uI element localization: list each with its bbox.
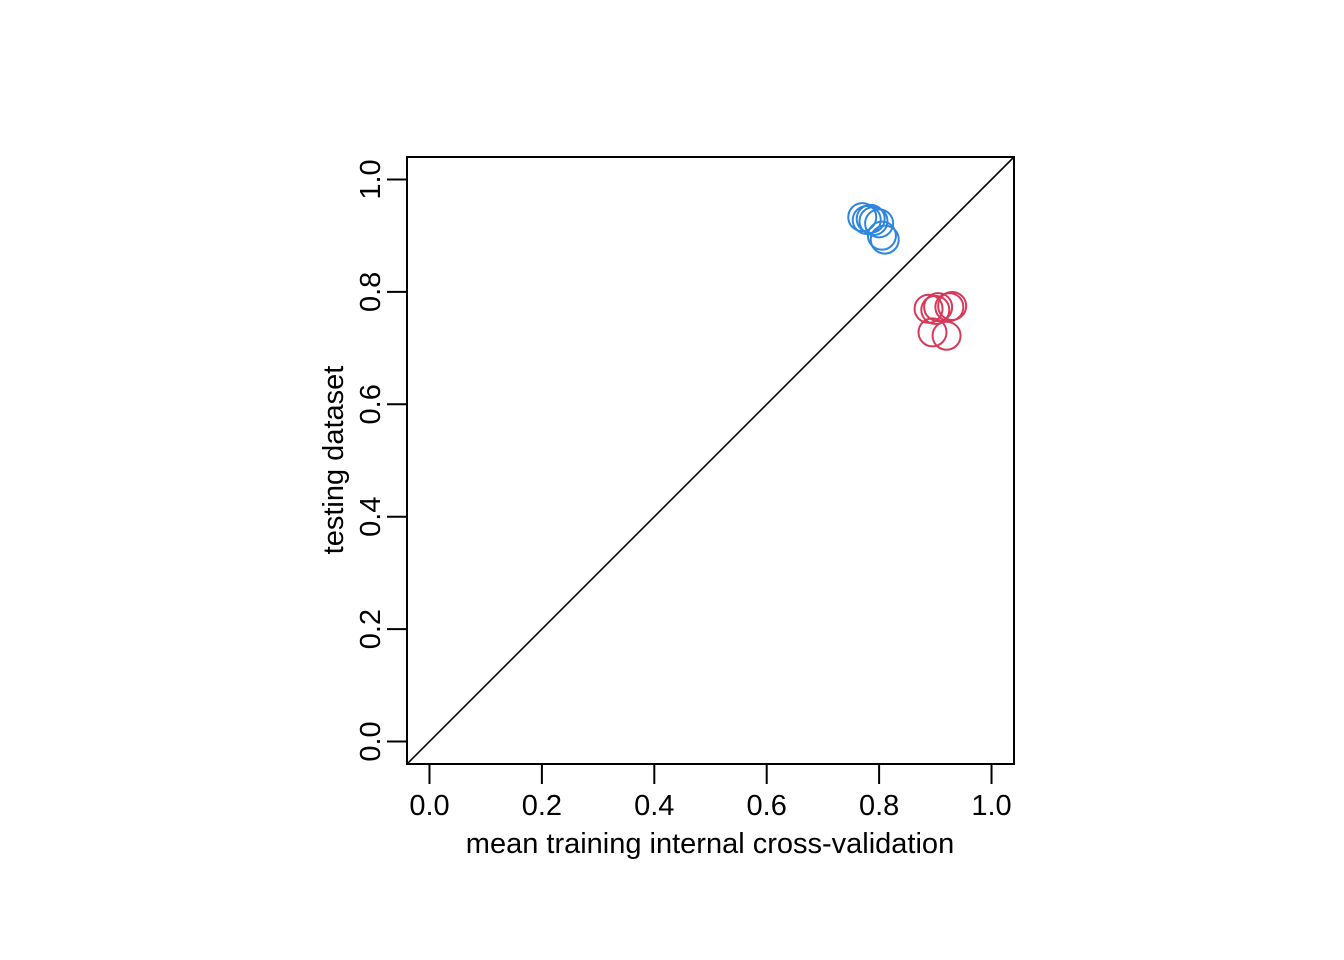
data-point-series-2	[917, 317, 948, 348]
data-point-series-1	[858, 206, 889, 237]
x-axis: 0.0 0.2 0.4 0.6 0.8 1.0	[409, 763, 1012, 822]
data-point-series-1	[866, 220, 897, 251]
data-point-series-2	[937, 290, 968, 321]
x-tick-label: 0.0	[409, 790, 449, 822]
y-axis-title: testing dataset	[318, 366, 350, 555]
y-tick-label: 0.2	[355, 609, 387, 649]
y-axis: 0.0 0.2 0.4 0.6 0.8 1.0	[355, 159, 408, 762]
x-axis-title: mean training internal cross-validation	[466, 828, 954, 860]
y-tick-label: 0.8	[355, 272, 387, 312]
y-tick-label: 0.4	[355, 497, 387, 537]
x-tick-label: 0.4	[634, 790, 674, 822]
plot-content	[406, 156, 1015, 765]
y-tick-label: 1.0	[355, 159, 387, 199]
data-point-series-1	[864, 208, 895, 239]
data-point-series-2	[920, 294, 951, 325]
identity-line	[406, 156, 1015, 765]
data-point-series-2	[923, 292, 954, 323]
data-point-series-1	[855, 203, 886, 234]
x-tick-label: 0.2	[522, 790, 562, 822]
x-tick-label: 0.8	[859, 790, 899, 822]
x-tick-label: 1.0	[971, 790, 1011, 822]
y-tick-label: 0.6	[355, 384, 387, 424]
x-tick-label: 0.6	[747, 790, 787, 822]
data-point-series-1	[869, 224, 900, 255]
y-tick-label: 0.0	[355, 721, 387, 761]
